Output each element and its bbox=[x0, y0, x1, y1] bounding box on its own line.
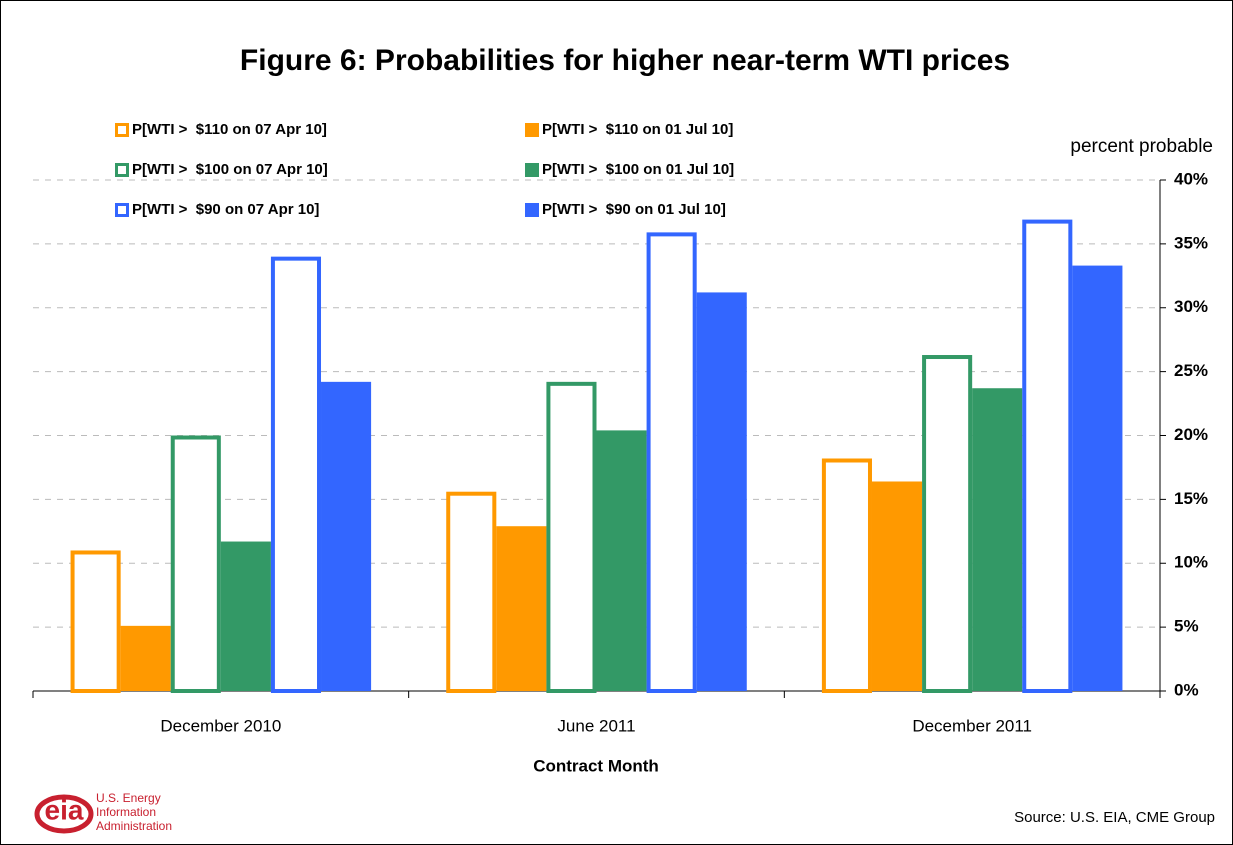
y-tick-label: 25% bbox=[1174, 361, 1208, 380]
bar bbox=[170, 435, 221, 693]
legend-label: P[WTI > $90 on 07 Apr 10] bbox=[132, 201, 319, 218]
bar bbox=[321, 381, 372, 691]
bar bbox=[821, 458, 872, 693]
legend-marker bbox=[525, 203, 539, 217]
y-tick-label: 30% bbox=[1174, 297, 1208, 316]
y-tick-label: 40% bbox=[1174, 169, 1208, 188]
x-axis-label: Contract Month bbox=[533, 756, 659, 775]
legend-label: P[WTI > $110 on 01 Jul 10] bbox=[542, 121, 733, 138]
y-tick-label: 0% bbox=[1174, 680, 1199, 699]
y-axis-label: percent probable bbox=[1070, 136, 1213, 157]
bar bbox=[646, 232, 697, 693]
bar bbox=[596, 430, 647, 691]
legend-label: P[WTI > $90 on 01 Jul 10] bbox=[542, 201, 726, 218]
logo: eia U.S. Energy Information Administrati… bbox=[34, 791, 172, 834]
bar bbox=[70, 550, 121, 693]
x-tick-label: June 2011 bbox=[557, 716, 635, 735]
bar bbox=[120, 625, 171, 691]
legend-marker bbox=[525, 123, 539, 137]
x-tick-label: December 2011 bbox=[912, 716, 1032, 735]
bar bbox=[922, 355, 973, 693]
logo-ring bbox=[34, 794, 94, 834]
x-tick-label: December 2010 bbox=[160, 716, 281, 735]
source: Source: U.S. EIA, CME Group bbox=[1014, 809, 1215, 826]
legend-marker bbox=[115, 203, 129, 217]
legend-label: P[WTI > $100 on 01 Jul 10] bbox=[542, 161, 734, 178]
bar bbox=[871, 481, 923, 691]
legend-marker bbox=[115, 163, 129, 177]
bar bbox=[972, 388, 1023, 691]
legend-marker bbox=[115, 123, 129, 137]
bar bbox=[696, 292, 747, 691]
legend-label: P[WTI > $110 on 07 Apr 10] bbox=[132, 121, 327, 138]
bar bbox=[1022, 219, 1073, 693]
y-tick-label: 35% bbox=[1174, 233, 1208, 252]
bar bbox=[220, 541, 271, 691]
logo-text: Information bbox=[96, 805, 156, 819]
chart-title: Figure 6: Probabilities for higher near-… bbox=[240, 44, 1010, 77]
bar bbox=[446, 491, 497, 693]
y-tick-label: 20% bbox=[1174, 425, 1208, 444]
bar bbox=[496, 526, 547, 691]
logo-text: Administration bbox=[96, 819, 172, 833]
bar bbox=[1072, 265, 1123, 691]
legend-marker bbox=[525, 163, 539, 177]
logo-mark: eia bbox=[45, 794, 84, 825]
y-tick-label: 5% bbox=[1174, 617, 1199, 636]
y-tick-label: 10% bbox=[1174, 553, 1208, 572]
logo-text: U.S. Energy bbox=[96, 791, 161, 805]
y-tick-label: 15% bbox=[1174, 489, 1208, 508]
bar bbox=[270, 256, 322, 693]
bar bbox=[546, 381, 597, 693]
legend-label: P[WTI > $100 on 07 Apr 10] bbox=[132, 161, 328, 178]
